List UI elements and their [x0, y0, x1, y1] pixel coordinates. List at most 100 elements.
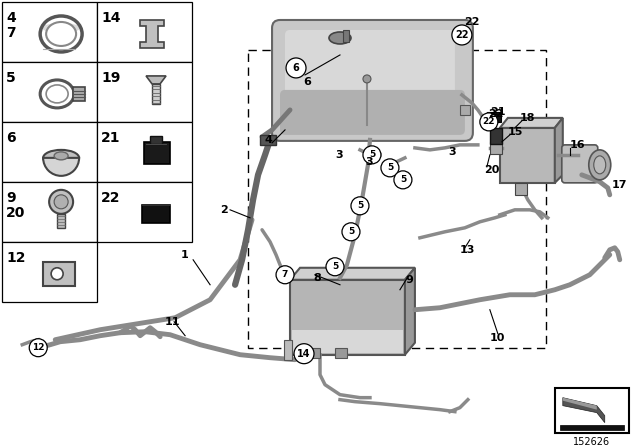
- Polygon shape: [146, 76, 166, 84]
- Text: 152626: 152626: [573, 437, 611, 447]
- Circle shape: [51, 268, 63, 280]
- Text: 5: 5: [400, 175, 406, 184]
- Bar: [335, 348, 347, 358]
- Text: 22: 22: [483, 117, 495, 126]
- Polygon shape: [500, 118, 563, 128]
- Circle shape: [452, 25, 472, 45]
- Ellipse shape: [43, 150, 79, 166]
- Circle shape: [480, 113, 498, 131]
- Text: 8: 8: [313, 273, 321, 283]
- Ellipse shape: [589, 150, 611, 180]
- Bar: [490, 128, 502, 144]
- Circle shape: [363, 75, 371, 83]
- Circle shape: [294, 344, 314, 364]
- Bar: [490, 142, 502, 154]
- Text: 6: 6: [303, 77, 311, 87]
- Bar: [97, 62, 192, 122]
- Ellipse shape: [46, 22, 76, 46]
- Text: 12: 12: [32, 343, 45, 352]
- Ellipse shape: [329, 32, 351, 44]
- Bar: [343, 30, 349, 42]
- Ellipse shape: [42, 23, 80, 33]
- Polygon shape: [563, 398, 605, 422]
- Bar: [97, 182, 192, 242]
- Text: 22: 22: [488, 109, 503, 119]
- Text: 7: 7: [282, 270, 288, 279]
- Bar: [144, 142, 170, 164]
- Circle shape: [381, 159, 399, 177]
- FancyBboxPatch shape: [562, 145, 598, 183]
- FancyBboxPatch shape: [272, 20, 473, 141]
- Text: 1: 1: [180, 250, 188, 260]
- Bar: [460, 105, 470, 115]
- Text: 4: 4: [6, 11, 16, 25]
- Circle shape: [394, 171, 412, 189]
- Text: 17: 17: [612, 180, 627, 190]
- Text: 5: 5: [6, 71, 16, 85]
- Circle shape: [326, 258, 344, 276]
- Text: 9: 9: [405, 275, 413, 285]
- Polygon shape: [405, 268, 415, 355]
- Bar: [3, 122, 97, 182]
- Text: 5: 5: [348, 227, 354, 236]
- Text: 19: 19: [101, 71, 120, 85]
- Text: 10: 10: [490, 333, 505, 343]
- Bar: [290, 280, 405, 355]
- Text: 5: 5: [387, 164, 393, 172]
- Text: 20: 20: [6, 206, 26, 220]
- Text: 3: 3: [365, 157, 372, 167]
- Bar: [555, 388, 628, 433]
- Bar: [57, 214, 65, 228]
- Bar: [248, 50, 546, 348]
- Text: 18: 18: [520, 113, 535, 123]
- FancyBboxPatch shape: [280, 90, 465, 135]
- Text: 20: 20: [484, 165, 499, 175]
- Text: 5: 5: [332, 262, 338, 271]
- Text: 3: 3: [448, 147, 456, 157]
- Circle shape: [351, 197, 369, 215]
- Text: 9: 9: [6, 191, 16, 205]
- Text: 13: 13: [460, 245, 476, 255]
- Text: 2: 2: [220, 205, 228, 215]
- Bar: [487, 112, 501, 122]
- Text: 12: 12: [6, 251, 26, 265]
- Text: 21: 21: [490, 107, 506, 117]
- Text: 21: 21: [101, 131, 121, 145]
- Bar: [3, 182, 97, 242]
- Text: 3: 3: [335, 150, 342, 160]
- Text: 14: 14: [101, 11, 121, 25]
- Circle shape: [29, 339, 47, 357]
- Circle shape: [54, 195, 68, 209]
- Bar: [308, 348, 320, 358]
- Text: 22: 22: [455, 30, 468, 40]
- Text: 11: 11: [165, 317, 180, 327]
- Bar: [73, 87, 85, 101]
- Text: 16: 16: [570, 140, 586, 150]
- Polygon shape: [140, 20, 164, 48]
- Text: 7: 7: [6, 26, 16, 40]
- Bar: [260, 135, 276, 145]
- Bar: [515, 183, 527, 195]
- Polygon shape: [290, 268, 415, 280]
- Bar: [97, 122, 192, 182]
- Text: 15: 15: [508, 127, 524, 137]
- Text: 22: 22: [101, 191, 121, 205]
- Circle shape: [49, 190, 73, 214]
- Bar: [3, 2, 97, 62]
- Circle shape: [363, 146, 381, 164]
- Ellipse shape: [594, 156, 605, 174]
- Text: 6: 6: [292, 63, 300, 73]
- Polygon shape: [563, 398, 596, 409]
- Text: 5: 5: [357, 201, 363, 210]
- Circle shape: [276, 266, 294, 284]
- Ellipse shape: [46, 85, 68, 103]
- Wedge shape: [43, 158, 79, 176]
- Bar: [150, 136, 162, 144]
- Ellipse shape: [54, 152, 68, 160]
- Bar: [284, 340, 292, 360]
- Bar: [152, 84, 160, 104]
- Text: 14: 14: [297, 349, 311, 359]
- Circle shape: [286, 58, 306, 78]
- Text: 6: 6: [6, 131, 16, 145]
- Polygon shape: [555, 118, 563, 183]
